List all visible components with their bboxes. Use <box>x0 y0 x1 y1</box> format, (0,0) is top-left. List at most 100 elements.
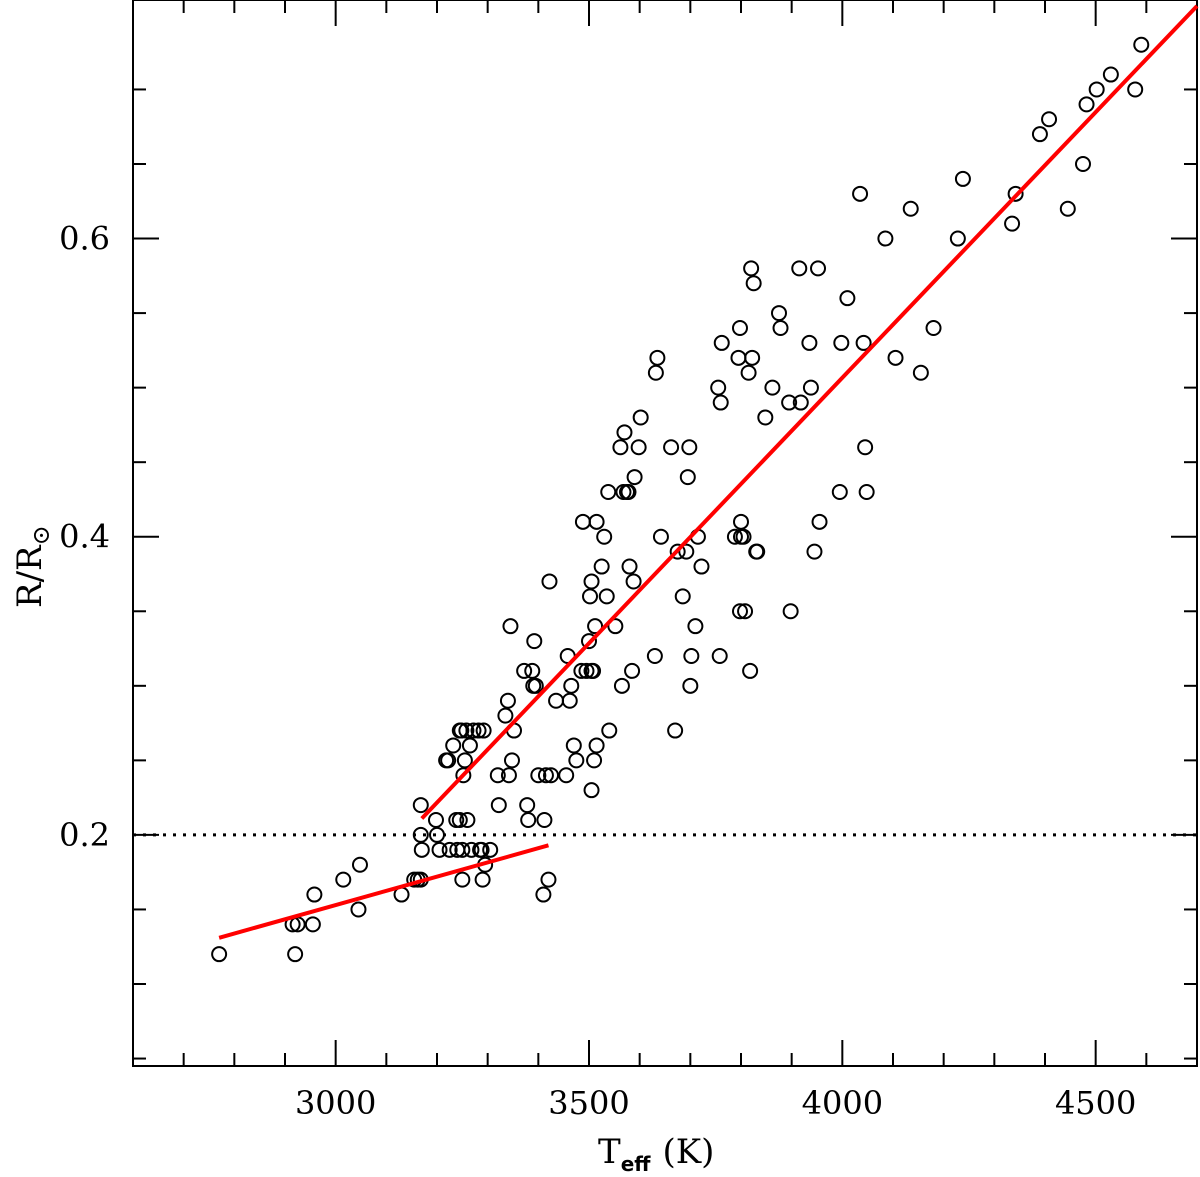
data-point <box>877 230 894 247</box>
data-point <box>586 752 603 769</box>
data-point <box>801 334 818 351</box>
data-point <box>757 409 774 426</box>
data-point <box>543 767 559 784</box>
data-point <box>454 841 471 858</box>
data-point <box>625 573 642 590</box>
data-point <box>568 752 585 769</box>
data-point <box>742 662 759 679</box>
data-point <box>516 662 533 679</box>
data-point <box>902 200 919 217</box>
data-point <box>596 528 613 545</box>
data-point <box>598 588 615 605</box>
data-point <box>649 349 666 366</box>
data-point <box>451 812 468 828</box>
data-point <box>733 513 749 530</box>
data-point <box>647 364 664 381</box>
data-point <box>624 662 641 679</box>
data-point <box>607 618 624 635</box>
data-point <box>601 722 618 739</box>
data-point <box>561 692 578 709</box>
data-point <box>681 439 698 456</box>
data-point <box>459 812 476 828</box>
x-tick-label: 4000 <box>802 1084 883 1122</box>
data-point <box>674 588 691 605</box>
data-point <box>711 648 728 664</box>
data-point <box>852 185 869 202</box>
data-point <box>453 722 470 739</box>
data-point <box>1041 111 1058 128</box>
data-point <box>1078 96 1095 113</box>
data-point <box>925 320 942 336</box>
data-point <box>558 767 575 784</box>
data-point <box>735 528 752 545</box>
x-axis-title: Teff (K) <box>598 1132 714 1176</box>
data-point <box>620 484 637 500</box>
data-point <box>211 946 228 963</box>
data-point <box>764 379 781 396</box>
data-point <box>335 871 352 888</box>
data-point <box>811 513 828 530</box>
data-point <box>489 767 506 784</box>
data-point <box>524 662 541 679</box>
data-point <box>771 305 787 322</box>
data-point <box>646 648 663 664</box>
y-axis-title: R/R⊙ <box>10 525 55 608</box>
data-point <box>810 260 827 277</box>
data-point <box>500 767 517 784</box>
data-point <box>588 737 605 754</box>
data-point <box>470 722 487 739</box>
data-point <box>613 677 630 694</box>
data-point <box>474 871 491 888</box>
data-point <box>350 901 367 918</box>
data-point <box>1007 185 1024 202</box>
data-point <box>831 484 848 500</box>
data-point <box>949 230 966 247</box>
data-point <box>482 841 499 858</box>
data-point <box>306 886 323 903</box>
data-point <box>465 722 482 739</box>
data-point <box>548 692 565 709</box>
data-point <box>456 752 473 769</box>
y-tick-label: 0.2 <box>59 816 110 854</box>
data-point <box>781 394 798 411</box>
data-point <box>573 662 590 679</box>
data-point <box>1127 81 1144 98</box>
data-point <box>731 320 748 336</box>
fit-lines <box>218 4 1199 940</box>
data-point <box>792 394 809 411</box>
data-point <box>537 767 554 784</box>
data-point <box>600 484 617 500</box>
data-point <box>574 513 591 530</box>
data-point <box>412 797 429 814</box>
data-point <box>839 290 856 307</box>
data-point <box>585 662 602 679</box>
data-point <box>678 543 695 560</box>
data-point <box>652 528 669 545</box>
data-point <box>304 916 321 933</box>
data-point <box>565 737 582 754</box>
data-points <box>211 36 1150 963</box>
data-point <box>287 946 304 963</box>
data-point <box>502 618 519 635</box>
data-point <box>520 812 537 828</box>
data-point <box>858 484 875 500</box>
data-point <box>445 737 462 754</box>
data-point <box>351 856 368 873</box>
data-point <box>712 394 729 411</box>
y-axis-title-main: R/R <box>10 544 50 608</box>
data-point <box>744 349 761 366</box>
data-point <box>1102 66 1119 83</box>
data-point <box>630 439 647 456</box>
data-point <box>710 379 727 396</box>
data-point <box>616 424 633 441</box>
data-point <box>473 841 490 858</box>
data-point <box>593 558 610 575</box>
data-point <box>475 722 492 739</box>
data-point <box>772 320 789 336</box>
data-point <box>499 692 516 709</box>
data-point <box>1075 156 1091 172</box>
data-point <box>583 573 600 590</box>
data-point <box>1088 81 1105 98</box>
data-point <box>693 558 710 575</box>
